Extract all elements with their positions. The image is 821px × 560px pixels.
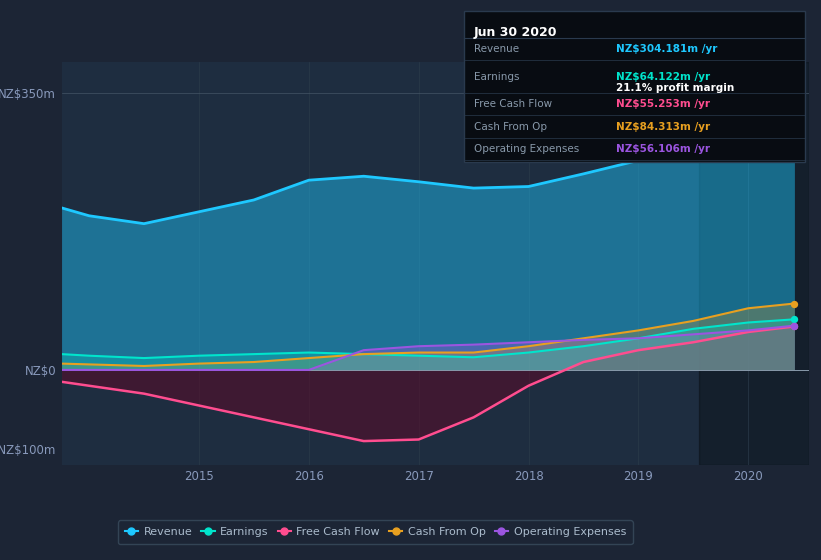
Text: NZ$304.181m /yr: NZ$304.181m /yr [616,44,717,54]
Text: 21.1% profit margin: 21.1% profit margin [616,83,734,93]
Point [788,315,801,324]
Text: NZ$64.122m /yr: NZ$64.122m /yr [616,72,710,82]
Bar [699,62,809,465]
Point [788,321,801,330]
Text: Earnings: Earnings [474,72,519,82]
Text: Free Cash Flow: Free Cash Flow [474,99,552,109]
Legend: Revenue, Earnings, Free Cash Flow, Cash From Op, Operating Expenses: Revenue, Earnings, Free Cash Flow, Cash … [118,520,633,544]
Text: Cash From Op: Cash From Op [474,122,547,132]
Text: NZ$56.106m /yr: NZ$56.106m /yr [616,144,709,154]
Text: NZ$84.313m /yr: NZ$84.313m /yr [616,122,710,132]
Text: Revenue: Revenue [474,44,519,54]
Text: Jun 30 2020: Jun 30 2020 [474,26,557,39]
Point [788,299,801,308]
Point [788,125,801,134]
Point [788,322,801,331]
Text: NZ$55.253m /yr: NZ$55.253m /yr [616,99,709,109]
Text: Operating Expenses: Operating Expenses [474,144,579,154]
